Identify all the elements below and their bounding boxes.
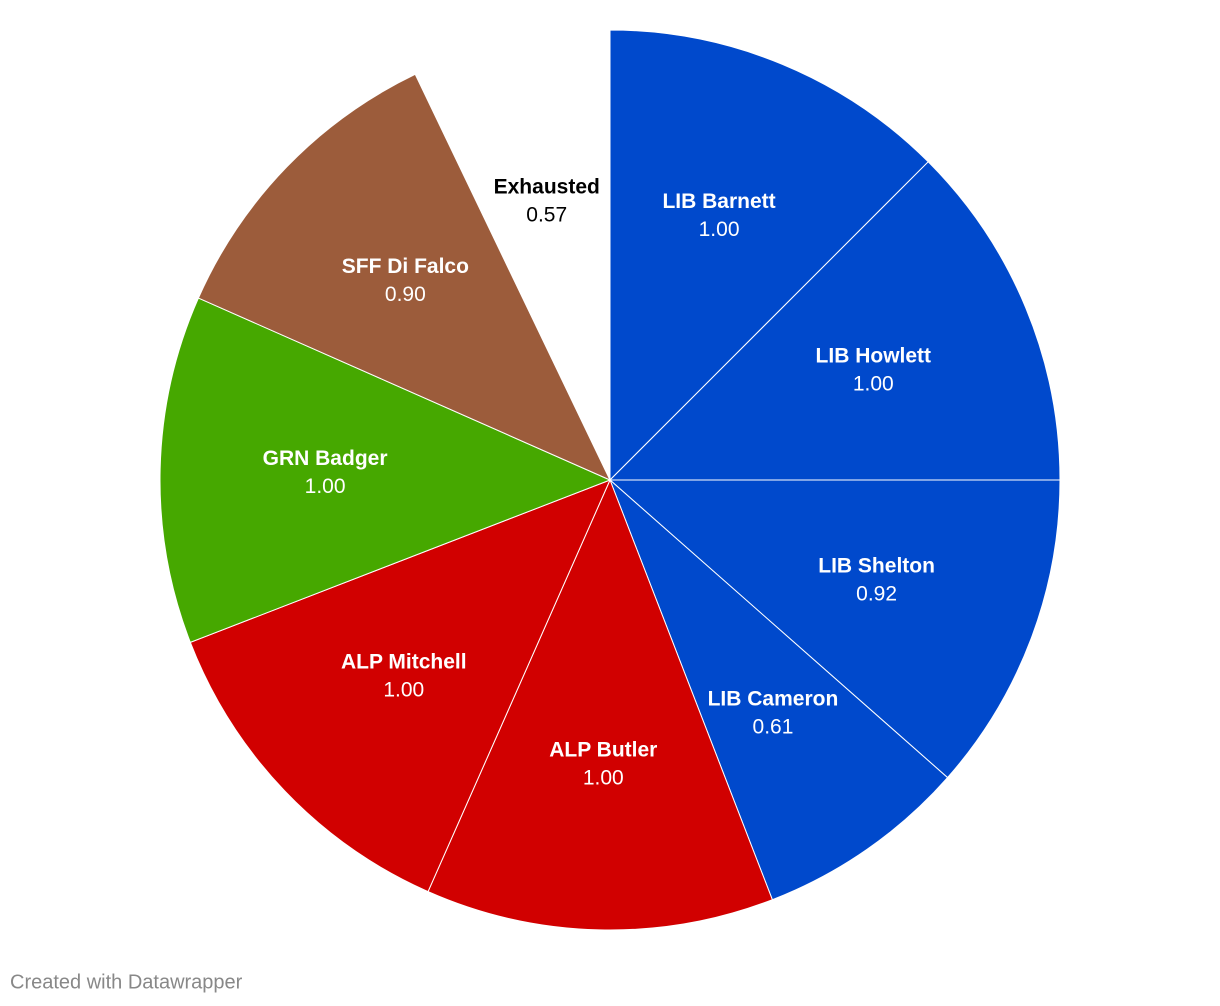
pie-slice — [427, 478, 774, 931]
slice-value: 0.61 — [753, 715, 794, 738]
slice-value: 0.92 — [856, 582, 897, 605]
pie-slice — [415, 30, 610, 480]
pie-slice — [189, 479, 611, 893]
pie-slice — [608, 161, 1061, 481]
slice-value: 1.00 — [383, 678, 424, 701]
slice-label: ALP Butler — [549, 738, 657, 761]
slice-value: 1.00 — [699, 218, 740, 241]
pie-slice — [159, 297, 612, 644]
slice-value: 0.57 — [526, 204, 567, 227]
pie-slice — [197, 73, 612, 482]
slice-label: LIB Shelton — [818, 554, 935, 577]
slice-value: 0.90 — [385, 283, 426, 306]
slice-label: Exhausted — [494, 176, 600, 199]
slice-label: LIB Barnett — [662, 190, 775, 213]
pie-slice — [609, 479, 949, 901]
slice-label: LIB Cameron — [708, 687, 839, 710]
footer: Created with Datawrapper — [10, 971, 243, 993]
slice-value: 1.00 — [853, 372, 894, 395]
slice-label: GRN Badger — [263, 447, 388, 470]
slice-value: 1.00 — [305, 475, 346, 498]
slice-label: ALP Mitchell — [341, 650, 467, 673]
slice-label: LIB Howlett — [816, 344, 932, 367]
slice-label: SFF Di Falco — [342, 255, 469, 278]
slice-value: 1.00 — [583, 766, 624, 789]
pie-slice — [609, 29, 929, 482]
pie-slice — [608, 479, 1061, 779]
